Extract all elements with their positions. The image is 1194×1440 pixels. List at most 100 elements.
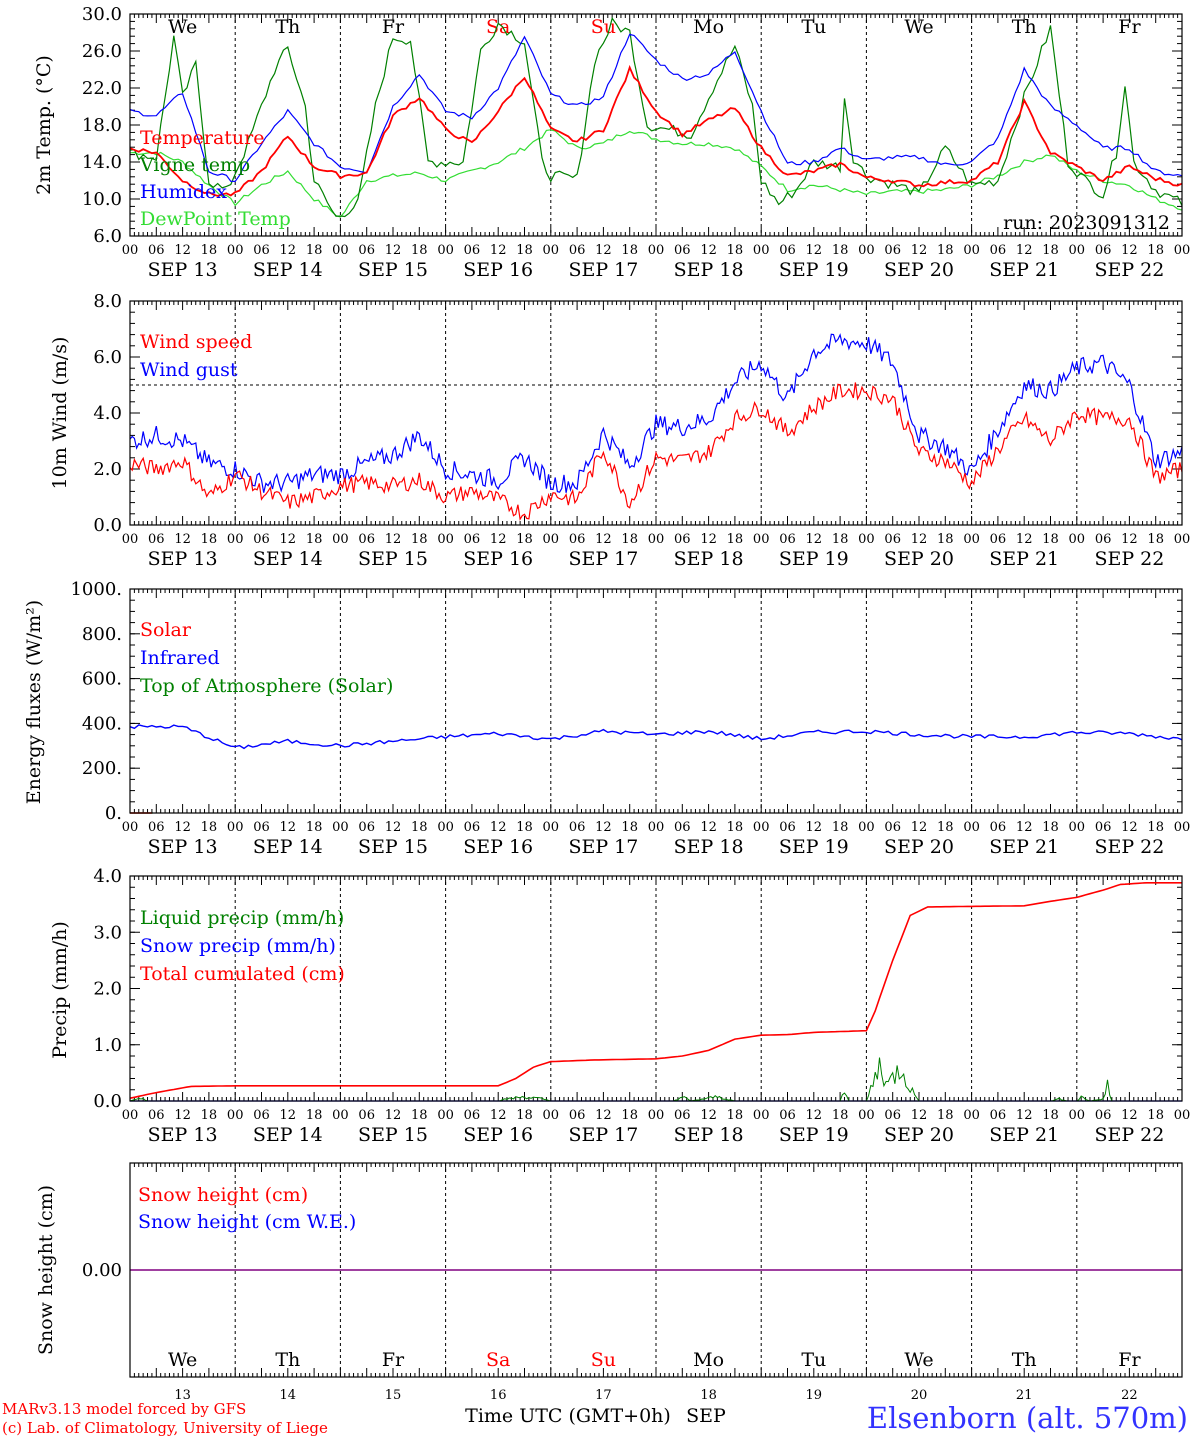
hour-tick-label: 18: [411, 243, 428, 258]
hour-tick-label: 12: [385, 820, 402, 835]
hour-tick-label: 12: [595, 243, 612, 258]
hour-tick-label: 18: [727, 243, 744, 258]
day-number-label: 22: [1121, 1388, 1138, 1403]
date-label: SEP 22: [1094, 548, 1164, 570]
hour-tick-label: 12: [490, 532, 507, 547]
date-label: SEP 16: [463, 259, 533, 281]
hour-tick-label: 12: [911, 820, 928, 835]
hour-tick-label: 18: [937, 1108, 954, 1123]
hour-tick-label: 00: [227, 1108, 244, 1123]
hour-tick-label: 18: [832, 532, 849, 547]
legend-entry: Top of Atmosphere (Solar): [140, 675, 393, 697]
hour-tick-label: 00: [753, 532, 770, 547]
hour-tick-label: 00: [858, 1108, 875, 1123]
date-label: SEP 15: [358, 548, 428, 570]
hour-tick-label: 00: [858, 243, 875, 258]
hour-tick-label: 00: [1069, 820, 1086, 835]
hour-tick-label: 12: [700, 532, 717, 547]
hour-tick-label: 00: [437, 532, 454, 547]
hour-tick-label: 06: [674, 532, 691, 547]
weekday-label: Th: [1012, 16, 1037, 38]
hour-tick-label: 12: [174, 820, 191, 835]
hour-tick-label: 00: [1174, 243, 1191, 258]
station-name: Elsenborn (alt. 570m): [867, 1401, 1188, 1435]
hour-tick-label: 18: [832, 820, 849, 835]
hour-tick-label: 12: [1121, 243, 1138, 258]
y-axis-label: 10m Wind (m/s): [49, 337, 71, 490]
hour-tick-label: 06: [358, 820, 375, 835]
date-label: SEP 17: [568, 548, 638, 570]
hour-tick-label: 18: [411, 532, 428, 547]
hour-tick-label: 18: [516, 243, 533, 258]
hour-tick-label: 00: [227, 243, 244, 258]
plot-frame: [129, 1162, 1183, 1378]
weekday-label: Fr: [382, 16, 405, 38]
hour-tick-label: 06: [464, 532, 481, 547]
y-tick-label: 6.0: [93, 347, 122, 368]
weekday-label: Su: [591, 1349, 616, 1371]
weekday-label: Tu: [801, 1349, 826, 1371]
hour-tick-label: 00: [1069, 1108, 1086, 1123]
weekday-label: Sa: [486, 1349, 510, 1371]
hour-tick-label: 06: [253, 243, 270, 258]
hour-tick-label: 12: [700, 1108, 717, 1123]
plot-frame: [129, 875, 1183, 1102]
hour-tick-label: 12: [1016, 243, 1033, 258]
date-label: SEP 19: [779, 259, 849, 281]
wind-panel: 00 06 12 18 00 06 12 18 00 06 12 18 00 06 12 18 00 06 12 18…: [49, 291, 1190, 570]
hour-tick-label: 06: [884, 243, 901, 258]
y-axis-label: 2m Temp. (°C): [33, 55, 55, 195]
y-tick-label: 0.0: [93, 515, 122, 536]
date-label: SEP 13: [148, 259, 218, 281]
hour-tick-label: 00: [1174, 1108, 1191, 1123]
hour-tick-label: 00: [332, 1108, 349, 1123]
hour-tick-label: 18: [411, 1108, 428, 1123]
y-tick-label: 8.0: [93, 291, 122, 312]
hour-tick-label: 00: [122, 820, 139, 835]
credit-line-2: (c) Lab. of Climatology, University of L…: [2, 1419, 328, 1437]
legend-entry: Vigne temp: [139, 154, 250, 176]
hour-tick-label: 06: [253, 532, 270, 547]
y-tick-label: 18.0: [82, 115, 122, 136]
hour-tick-label: 00: [122, 532, 139, 547]
hour-tick-label: 06: [464, 820, 481, 835]
y-tick-label: 1000.: [70, 579, 122, 600]
series-line-infrared: [129, 724, 1183, 750]
hour-tick-label: 12: [490, 820, 507, 835]
hour-tick-label: 00: [437, 243, 454, 258]
hour-tick-label: 18: [1147, 1108, 1164, 1123]
plot-frame: [129, 13, 1183, 237]
hour-tick-label: 18: [411, 820, 428, 835]
y-tick-label: 0.00: [82, 1260, 122, 1281]
date-label: SEP 19: [779, 836, 849, 858]
hour-tick-label: 06: [1095, 820, 1112, 835]
y-tick-label: 30.0: [82, 4, 122, 25]
hour-tick-label: 00: [227, 820, 244, 835]
hour-tick-label: 12: [806, 820, 823, 835]
hour-tick-label: 00: [122, 243, 139, 258]
hour-tick-label: 12: [911, 1108, 928, 1123]
hour-tick-label: 00: [1174, 820, 1191, 835]
legend-entry: Total cumulated (cm): [140, 963, 345, 985]
hour-tick-label: 06: [569, 820, 586, 835]
y-tick-label: 1.0: [93, 1035, 122, 1056]
hour-tick-label: 00: [753, 1108, 770, 1123]
date-label: SEP 14: [253, 836, 323, 858]
hour-tick-label: 06: [674, 1108, 691, 1123]
date-label: SEP 18: [674, 259, 744, 281]
hour-tick-label: 18: [516, 532, 533, 547]
hour-tick-label: 12: [595, 1108, 612, 1123]
date-label: SEP 18: [674, 836, 744, 858]
hour-tick-label: 06: [1095, 243, 1112, 258]
y-tick-label: 22.0: [82, 78, 122, 99]
legend-entry: Solar: [140, 619, 192, 641]
hour-tick-label: 00: [227, 532, 244, 547]
hour-tick-label: 12: [490, 243, 507, 258]
legend-entry: Wind gust: [140, 359, 238, 381]
hour-tick-label: 06: [464, 1108, 481, 1123]
hour-tick-label: 06: [148, 532, 165, 547]
date-label: SEP 16: [463, 548, 533, 570]
y-tick-label: 4.0: [93, 866, 122, 887]
date-label: SEP 17: [568, 259, 638, 281]
